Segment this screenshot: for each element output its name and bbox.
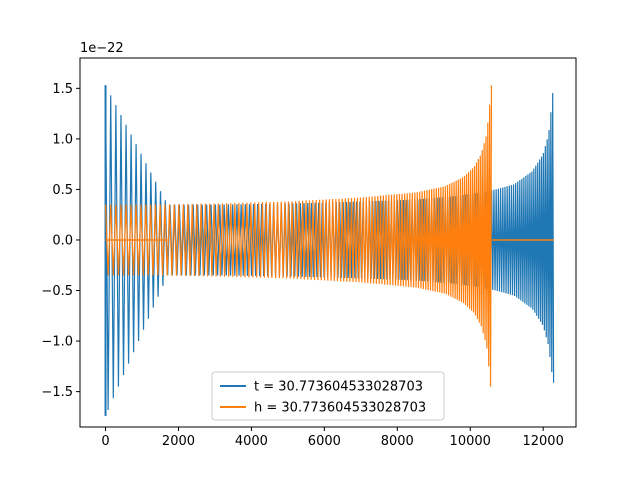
series-layer xyxy=(104,85,555,416)
x-tick-label-6: 12000 xyxy=(522,434,563,449)
legend-label-0: t = 30.773604533028703 xyxy=(254,380,423,395)
series-1 xyxy=(104,85,554,387)
y-tick-label-4: 0.5 xyxy=(52,183,73,198)
x-tick-label-3: 6000 xyxy=(308,434,341,449)
y-tick-label-5: 1.0 xyxy=(52,132,73,147)
y-offset-text: 1e−22 xyxy=(80,41,124,56)
x-tick-label-5: 10000 xyxy=(450,434,491,449)
plot-frame xyxy=(79,57,577,428)
x-tick-label-4: 8000 xyxy=(381,434,414,449)
y-axis: −1.5 −1.0 −0.5 0.0 0.5 1.0 1.5 xyxy=(41,82,80,400)
x-tick-label-0: 0 xyxy=(101,434,109,449)
x-tick-label-1: 2000 xyxy=(162,434,195,449)
y-tick-label-0: −1.5 xyxy=(41,385,73,400)
y-tick-label-1: −1.0 xyxy=(41,335,73,350)
legend: t = 30.773604533028703 h = 30.77360453302… xyxy=(211,371,445,421)
legend-label-1: h = 30.773604533028703 xyxy=(254,401,426,416)
y-tick-label-3: 0.0 xyxy=(52,233,73,248)
y-tick-label-2: −0.5 xyxy=(41,284,73,299)
x-tick-label-2: 4000 xyxy=(235,434,268,449)
series-1-line xyxy=(104,85,493,387)
x-axis: 0 2000 4000 6000 8000 10000 12000 xyxy=(101,427,564,449)
y-tick-label-6: 1.5 xyxy=(52,82,73,97)
legend-box xyxy=(211,371,445,421)
